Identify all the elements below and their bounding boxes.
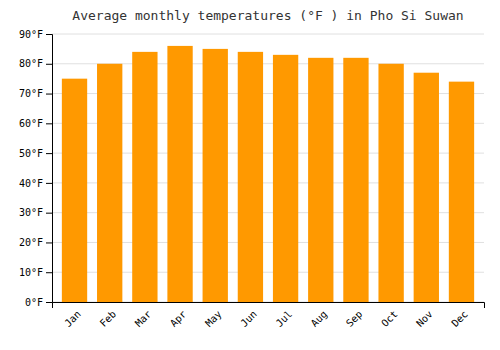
bar	[449, 82, 474, 302]
bar	[203, 49, 228, 302]
y-tick-mark	[46, 94, 52, 95]
x-axis: Jan Feb Mar Apr May Jun Jul Aug Sep Oct Nov Dec	[53, 303, 485, 329]
y-tick-label: 60°F	[19, 118, 43, 129]
bar	[414, 73, 439, 302]
bar	[378, 64, 403, 302]
x-tick-label: Feb	[98, 308, 119, 329]
bar	[97, 64, 122, 302]
x-tick-label: Jun	[238, 308, 259, 329]
y-tick: 30°F	[19, 207, 52, 218]
x-tick: Nov	[414, 308, 435, 329]
y-tick-label: 20°F	[19, 237, 43, 248]
grid	[52, 34, 484, 302]
x-tick: Apr	[168, 308, 189, 329]
y-tick-label: 80°F	[19, 58, 43, 69]
y-tick-mark	[46, 213, 52, 214]
y-tick: 10°F	[19, 267, 52, 278]
x-tick-label: May	[203, 308, 224, 329]
y-tick: 20°F	[19, 237, 52, 248]
y-tick-mark	[46, 64, 52, 65]
bar	[238, 52, 263, 302]
x-tick: Jun	[238, 308, 259, 329]
y-axis-line	[46, 35, 53, 303]
y-tick-mark	[46, 153, 52, 154]
chart: Jan Feb Mar Apr May Jun Jul Aug Sep Oct Nov Dec 0°F 1…	[0, 0, 500, 350]
y-tick-label: 40°F	[19, 178, 43, 189]
x-tick-label: Aug	[309, 308, 330, 329]
x-tick-label: Mar	[133, 308, 154, 329]
y-tick: 80°F	[19, 58, 52, 69]
x-tick: Feb	[98, 308, 119, 329]
x-axis-line	[53, 303, 485, 309]
y-tick-mark	[46, 302, 52, 303]
x-tick: Oct	[379, 308, 400, 329]
y-tick-label: 0°F	[25, 297, 43, 308]
y-axis: 0°F 10°F 20°F 30°F 40°F 50°F 60°F 70°F 80°F 90°F	[19, 29, 53, 308]
bar	[62, 79, 87, 302]
x-tick-label: Jul	[274, 308, 295, 329]
x-tick: Jan	[62, 308, 83, 329]
x-tick: Aug	[309, 308, 330, 329]
y-tick-mark	[46, 183, 52, 184]
y-tick-mark	[46, 242, 52, 243]
x-tick-label: Jan	[62, 308, 83, 329]
x-tick-label: Dec	[449, 308, 470, 329]
grid-line	[52, 34, 484, 35]
x-tick-label: Apr	[168, 308, 189, 329]
bar	[167, 46, 192, 302]
y-tick-mark	[46, 272, 52, 273]
x-tick-label: Oct	[379, 308, 400, 329]
bar	[273, 55, 298, 302]
bars	[62, 46, 474, 302]
y-tick-label: 50°F	[19, 148, 43, 159]
x-tick-label: Sep	[344, 308, 365, 329]
bar	[343, 58, 368, 302]
x-tick: Dec	[449, 308, 470, 329]
y-tick-label: 30°F	[19, 207, 43, 218]
y-tick: 0°F	[25, 297, 52, 308]
y-tick-label: 90°F	[19, 29, 43, 40]
bar	[132, 52, 157, 302]
x-tick: May	[203, 308, 224, 329]
bar	[308, 58, 333, 302]
title: Average monthly temperatures (°F ) in Ph…	[72, 8, 463, 23]
x-tick-label: Nov	[414, 308, 435, 329]
y-tick: 50°F	[19, 148, 52, 159]
y-tick: 90°F	[19, 29, 52, 40]
y-tick: 40°F	[19, 178, 52, 189]
y-tick: 70°F	[19, 88, 52, 99]
y-tick-mark	[46, 34, 52, 35]
y-tick: 60°F	[19, 118, 52, 129]
x-tick: Jul	[274, 308, 295, 329]
x-tick: Sep	[344, 308, 365, 329]
y-tick-mark	[46, 123, 52, 124]
x-tick: Mar	[133, 308, 154, 329]
y-tick-label: 70°F	[19, 88, 43, 99]
y-tick-label: 10°F	[19, 267, 43, 278]
